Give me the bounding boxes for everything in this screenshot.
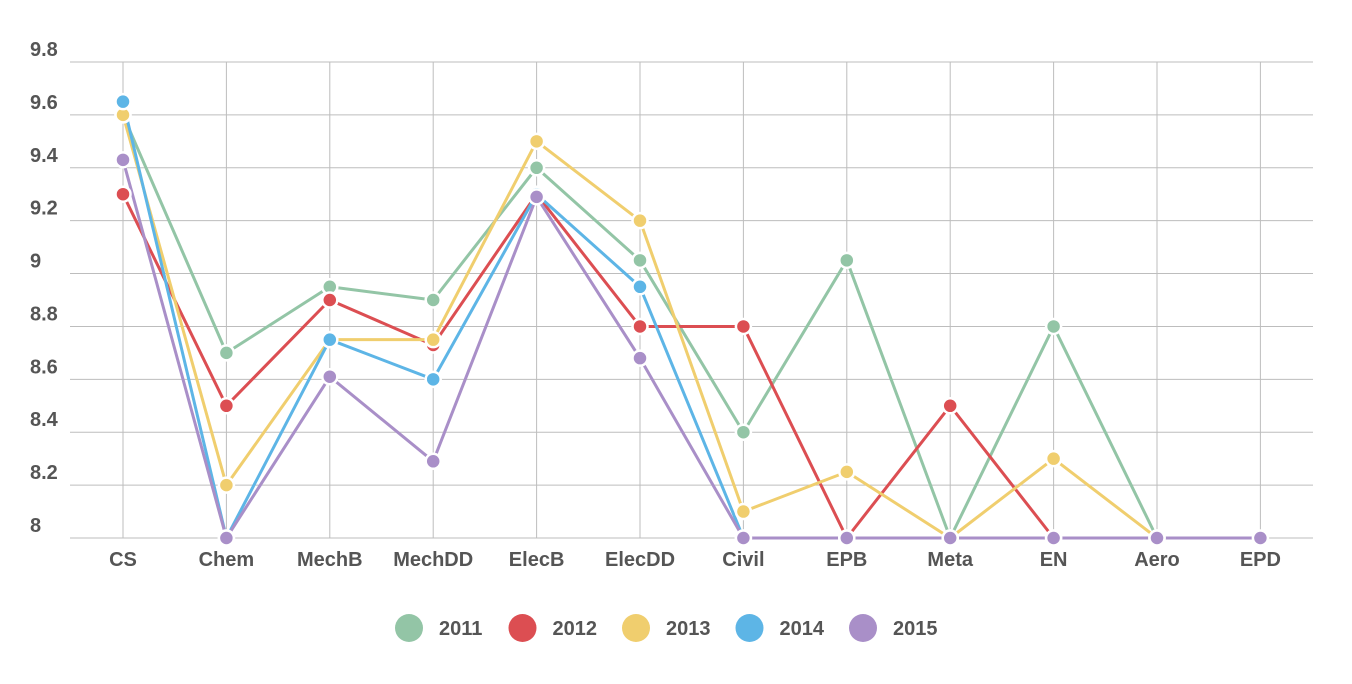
y-tick-label: 9.8 <box>30 39 58 61</box>
legend-label-2013: 2013 <box>666 618 711 640</box>
data-point-2015 <box>217 529 236 547</box>
x-tick-label: ElecDD <box>605 549 675 571</box>
data-point-2011 <box>527 159 546 177</box>
data-point-2013 <box>217 476 236 494</box>
data-point-2012 <box>631 317 649 336</box>
series-line-2015 <box>121 158 1262 540</box>
data-point-2014 <box>631 278 649 296</box>
data-point-2013 <box>631 211 649 230</box>
data-point-2012 <box>734 317 753 336</box>
data-point-2011 <box>734 423 753 441</box>
data-point-2011 <box>424 291 442 309</box>
y-axis-tick-labels: 8 8.2 8.4 8.6 8.8 9 9.2 9.4 9.6 9.8 <box>30 39 59 537</box>
legend-swatch-2014 <box>735 614 764 642</box>
data-point-2011 <box>217 344 236 362</box>
data-point-2015 <box>1148 529 1166 547</box>
x-tick-label: CS <box>109 549 137 571</box>
legend: 2011 2012 2013 2014 2015 <box>395 614 938 642</box>
data-point-2015 <box>1251 529 1270 547</box>
y-tick-label: 9.6 <box>30 92 58 114</box>
data-point-2012 <box>321 291 339 309</box>
x-tick-label: Aero <box>1134 549 1180 571</box>
x-tick-label: Civil <box>722 549 764 571</box>
y-tick-label: 8 <box>30 515 41 537</box>
data-point-2015 <box>424 452 442 471</box>
data-point-2011 <box>631 251 649 270</box>
data-point-2014 <box>321 330 339 349</box>
y-tick-label: 9 <box>30 251 41 273</box>
data-point-2015 <box>631 349 649 367</box>
x-tick-label: EPB <box>826 549 867 571</box>
data-point-2013 <box>734 502 753 521</box>
series-line-2012 <box>121 192 1056 540</box>
x-tick-label: MechB <box>297 549 363 571</box>
data-point-2012 <box>941 397 959 415</box>
x-tick-label: EN <box>1040 549 1068 571</box>
series-points <box>114 92 1270 547</box>
y-tick-label: 9.2 <box>30 198 58 220</box>
data-point-2013 <box>1044 449 1063 468</box>
y-tick-label: 8.4 <box>30 409 59 431</box>
legend-swatch-2013 <box>622 614 650 642</box>
data-point-2015 <box>527 188 546 206</box>
x-tick-label: ElecB <box>509 549 565 571</box>
data-point-2011 <box>1044 317 1063 336</box>
data-point-2014 <box>424 370 442 389</box>
data-point-2011 <box>838 251 856 270</box>
x-tick-label: Chem <box>199 549 255 571</box>
data-point-2015 <box>838 529 856 547</box>
data-point-2013 <box>838 463 856 481</box>
legend-swatch-2012 <box>508 614 537 642</box>
data-point-2015 <box>321 367 339 386</box>
legend-label-2014: 2014 <box>780 618 825 640</box>
data-point-2015 <box>1044 529 1063 547</box>
legend-label-2012: 2012 <box>553 618 598 640</box>
y-tick-label: 8.2 <box>30 462 58 484</box>
y-tick-label: 8.6 <box>30 356 58 378</box>
grid-lines <box>70 61 1313 539</box>
data-point-2015 <box>941 529 959 547</box>
legend-swatch-2011 <box>395 614 423 642</box>
x-axis-category-labels: CS Chem MechB MechDD ElecB ElecDD Civil EPB Meta… <box>109 549 1281 571</box>
data-point-2015 <box>114 151 132 169</box>
data-point-2012 <box>217 397 236 415</box>
data-point-2013 <box>424 330 442 349</box>
legend-label-2011: 2011 <box>439 618 482 640</box>
data-point-2012 <box>114 185 132 203</box>
x-tick-label: Meta <box>927 549 973 571</box>
data-point-2015 <box>734 529 753 547</box>
x-tick-label: EPD <box>1240 549 1281 571</box>
data-point-2013 <box>527 132 546 151</box>
y-tick-label: 8.8 <box>30 303 58 325</box>
y-tick-label: 9.4 <box>30 145 59 167</box>
legend-label-2015: 2015 <box>893 618 938 640</box>
x-tick-label: MechDD <box>393 549 473 571</box>
data-point-2014 <box>114 92 132 111</box>
legend-swatch-2015 <box>849 614 877 642</box>
series-lines <box>121 100 1262 540</box>
